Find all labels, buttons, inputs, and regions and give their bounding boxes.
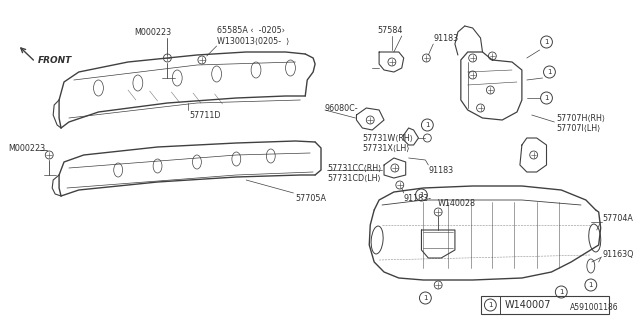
Text: M000223: M000223	[8, 143, 45, 153]
Text: 57731CD⟨LH⟩: 57731CD⟨LH⟩	[327, 173, 381, 182]
Circle shape	[543, 66, 556, 78]
Text: 91183: 91183	[428, 165, 454, 174]
Circle shape	[435, 281, 442, 289]
Text: 57584: 57584	[377, 26, 403, 35]
Text: 57731W⟨RH⟩: 57731W⟨RH⟩	[362, 133, 413, 142]
Circle shape	[435, 208, 442, 216]
Text: 57705A: 57705A	[296, 194, 326, 203]
Text: 57707H⟨RH⟩: 57707H⟨RH⟩	[556, 114, 605, 123]
Text: W140007: W140007	[505, 300, 552, 310]
Circle shape	[484, 299, 496, 311]
Text: 57704A: 57704A	[603, 213, 634, 222]
Circle shape	[391, 164, 399, 172]
Bar	[481, 296, 609, 314]
Text: FRONT: FRONT	[37, 55, 72, 65]
Text: 1: 1	[423, 295, 428, 301]
Circle shape	[477, 104, 484, 112]
Text: 1: 1	[547, 69, 552, 75]
Text: 91163Q: 91163Q	[603, 251, 634, 260]
Text: W130013⟨0205-  ⟩: W130013⟨0205- ⟩	[216, 36, 289, 45]
Text: M000223: M000223	[134, 28, 171, 36]
Circle shape	[422, 119, 433, 131]
Circle shape	[585, 279, 596, 291]
Circle shape	[198, 56, 206, 64]
Circle shape	[468, 71, 477, 79]
Text: 96080C-: 96080C-	[325, 103, 358, 113]
Text: 1: 1	[544, 95, 548, 101]
Circle shape	[530, 151, 538, 159]
Circle shape	[366, 116, 374, 124]
Text: A591001186: A591001186	[570, 303, 618, 312]
Circle shape	[541, 92, 552, 104]
Circle shape	[488, 52, 496, 60]
Text: 65585A ‹  -0205›: 65585A ‹ -0205›	[216, 26, 285, 35]
Text: W140028: W140028	[438, 198, 476, 207]
Circle shape	[396, 181, 404, 189]
Circle shape	[163, 54, 172, 62]
Text: 57711D: 57711D	[189, 110, 221, 119]
Circle shape	[419, 292, 431, 304]
Circle shape	[415, 189, 428, 201]
Text: 57731X⟨LH⟩: 57731X⟨LH⟩	[362, 143, 410, 153]
Text: 1: 1	[544, 39, 548, 45]
Circle shape	[486, 86, 494, 94]
Circle shape	[45, 151, 53, 159]
Text: 91183-: 91183-	[404, 194, 432, 203]
Text: 57707I⟨LH⟩: 57707I⟨LH⟩	[556, 124, 600, 132]
Text: 1: 1	[425, 122, 429, 128]
Text: 1: 1	[589, 282, 593, 288]
Text: 1: 1	[488, 302, 493, 308]
Text: 57731CC⟨RH⟩: 57731CC⟨RH⟩	[327, 164, 381, 172]
Text: 1: 1	[419, 192, 424, 198]
Circle shape	[388, 58, 396, 66]
Circle shape	[468, 54, 477, 62]
Text: 91183: 91183	[433, 34, 458, 43]
Circle shape	[541, 36, 552, 48]
Circle shape	[556, 286, 567, 298]
Circle shape	[422, 54, 430, 62]
Text: 1: 1	[559, 289, 564, 295]
